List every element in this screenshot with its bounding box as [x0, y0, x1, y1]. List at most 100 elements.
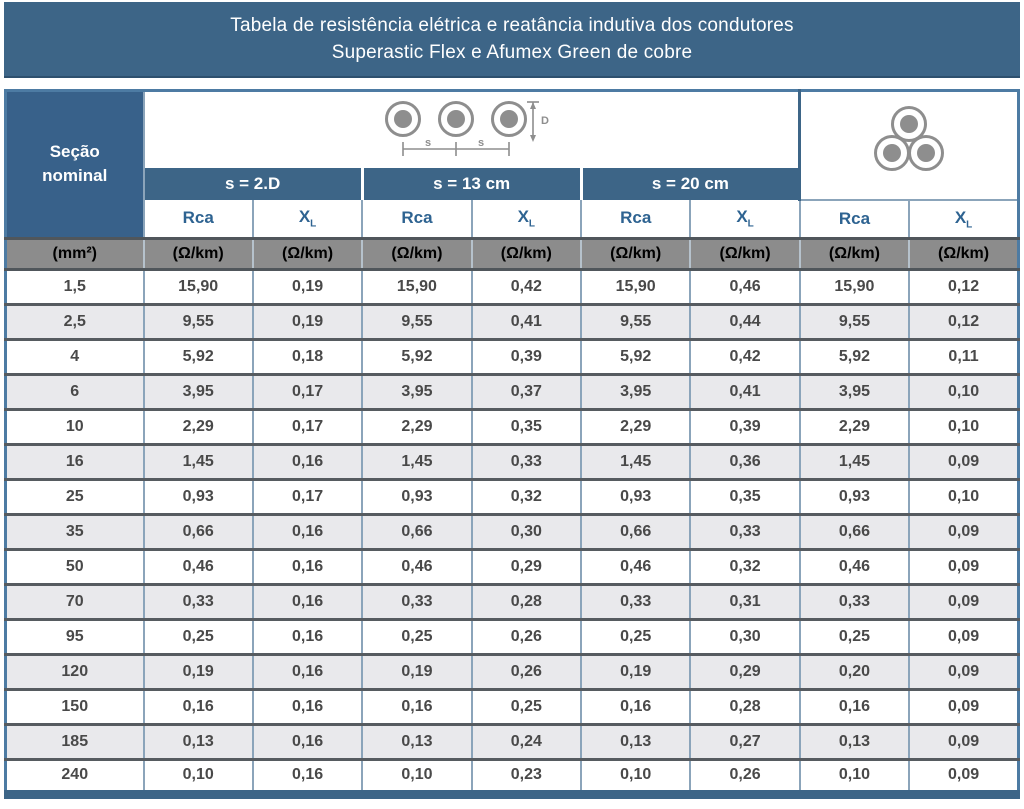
units-cell: (Ω/km): [361, 236, 473, 271]
value-cell: 0,19: [251, 267, 364, 306]
value-cell: 0,36: [689, 442, 801, 481]
value-cell: 0,28: [689, 687, 801, 726]
value-cell: 0,12: [908, 302, 1020, 341]
section-cell: 120: [4, 652, 145, 691]
value-cell: 0,09: [908, 582, 1020, 621]
units-cell: (Ω/km): [798, 236, 911, 271]
value-cell: 0,19: [361, 652, 473, 691]
value-cell: 0,30: [470, 512, 583, 551]
table-row: 185 0,13 0,16 0,13 0,24 0,13 0,27 0,13 0,09: [4, 722, 1020, 761]
col-header-rca: Rca: [361, 200, 473, 239]
value-cell: 0,13: [579, 722, 692, 761]
col-header-rca: Rca: [579, 200, 692, 239]
value-cell: 9,55: [798, 302, 911, 341]
section-header-line1: Seção: [49, 142, 100, 162]
value-cell: 0,25: [470, 687, 583, 726]
table-row: 240 0,10 0,16 0,10 0,23 0,10 0,26 0,10 0,09: [4, 757, 1020, 796]
value-cell: 0,41: [689, 372, 801, 411]
value-cell: 0,09: [908, 652, 1020, 691]
units-row: (mm²) (Ω/km) (Ω/km) (Ω/km) (Ω/km) (Ω/km)…: [4, 236, 1020, 271]
value-cell: 3,95: [361, 372, 473, 411]
section-cell: 25: [4, 477, 145, 516]
value-cell: 0,17: [251, 477, 364, 516]
section-cell: 10: [4, 407, 145, 446]
value-cell: 5,92: [579, 337, 692, 376]
value-cell: 0,09: [908, 547, 1020, 586]
table-row: 16 1,45 0,16 1,45 0,33 1,45 0,36 1,45 0,09: [4, 442, 1020, 481]
value-cell: 0,39: [689, 407, 801, 446]
value-cell: 0,25: [579, 617, 692, 656]
value-cell: 1,45: [798, 442, 911, 481]
value-cell: 0,30: [689, 617, 801, 656]
value-cell: 0,93: [361, 477, 473, 516]
section-cell: 2,5: [4, 302, 145, 341]
value-cell: 0,16: [251, 652, 364, 691]
value-cell: 0,33: [470, 442, 583, 481]
value-cell: 0,16: [251, 757, 364, 796]
value-cell: 0,44: [689, 302, 801, 341]
section-cell: 95: [4, 617, 145, 656]
table-row: 35 0,66 0,16 0,66 0,30 0,66 0,33 0,66 0,09: [4, 512, 1020, 551]
table-row: 120 0,19 0,16 0,19 0,26 0,19 0,29 0,20 0,09: [4, 652, 1020, 691]
table-wrap: Seção nominal D: [4, 89, 1020, 799]
value-cell: 0,16: [251, 617, 364, 656]
value-cell: 0,66: [361, 512, 473, 551]
value-cell: 0,09: [908, 442, 1020, 481]
section-cell: 6: [4, 372, 145, 411]
value-cell: 0,10: [361, 757, 473, 796]
col-header-xl: XL: [689, 200, 801, 239]
value-cell: 0,16: [251, 687, 364, 726]
value-cell: 0,66: [579, 512, 692, 551]
resistance-reactance-table: Seção nominal D: [4, 89, 1020, 799]
value-cell: 0,09: [908, 722, 1020, 761]
value-cell: 0,12: [908, 267, 1020, 306]
units-cell-section: (mm²): [4, 236, 145, 271]
value-cell: 0,31: [689, 582, 801, 621]
value-cell: 0,46: [361, 547, 473, 586]
value-cell: 9,55: [142, 302, 254, 341]
group-header-s13: s = 13 cm: [360, 168, 581, 200]
value-cell: 0,16: [251, 582, 364, 621]
value-cell: 0,39: [470, 337, 583, 376]
value-cell: 0,16: [798, 687, 911, 726]
value-cell: 0,26: [470, 652, 583, 691]
section-cell: 16: [4, 442, 145, 481]
value-cell: 0,32: [470, 477, 583, 516]
value-cell: 0,09: [908, 757, 1020, 796]
value-cell: 0,16: [251, 442, 364, 481]
value-cell: 1,45: [579, 442, 692, 481]
flat-formation-diagram-cell: D s s: [143, 90, 800, 168]
value-cell: 3,95: [142, 372, 254, 411]
value-cell: 0,10: [908, 477, 1020, 516]
page-title-line2: Superastic Flex e Afumex Green de cobre: [331, 42, 693, 63]
section-cell: 70: [4, 582, 145, 621]
value-cell: 0,37: [470, 372, 583, 411]
value-cell: 3,95: [579, 372, 692, 411]
value-cell: 0,17: [251, 372, 364, 411]
value-cell: 0,18: [251, 337, 364, 376]
group-header-s20: s = 20 cm: [579, 168, 800, 200]
spacing-label-2: s: [478, 137, 484, 149]
units-cell: (Ω/km): [579, 236, 692, 271]
value-cell: 0,33: [579, 582, 692, 621]
value-cell: 0,93: [142, 477, 254, 516]
value-cell: 0,23: [470, 757, 583, 796]
value-cell: 0,19: [579, 652, 692, 691]
value-cell: 15,90: [142, 267, 254, 306]
col-header-xl: XL: [470, 200, 583, 239]
value-cell: 15,90: [361, 267, 473, 306]
value-cell: 0,33: [689, 512, 801, 551]
value-cell: 0,16: [251, 722, 364, 761]
value-cell: 0,25: [361, 617, 473, 656]
spacing-label-1: s: [425, 137, 431, 149]
units-cell: (Ω/km): [142, 236, 254, 271]
value-cell: 0,17: [251, 407, 364, 446]
value-cell: 0,93: [579, 477, 692, 516]
units-cell: (Ω/km): [470, 236, 583, 271]
col-header-rca: Rca: [798, 200, 911, 239]
value-cell: 2,29: [361, 407, 473, 446]
col-header-xl: XL: [251, 200, 364, 239]
units-cell: (Ω/km): [251, 236, 364, 271]
table-row: 70 0,33 0,16 0,33 0,28 0,33 0,31 0,33 0,09: [4, 582, 1020, 621]
three-conductors-flat-icon: D s s: [385, 100, 549, 156]
